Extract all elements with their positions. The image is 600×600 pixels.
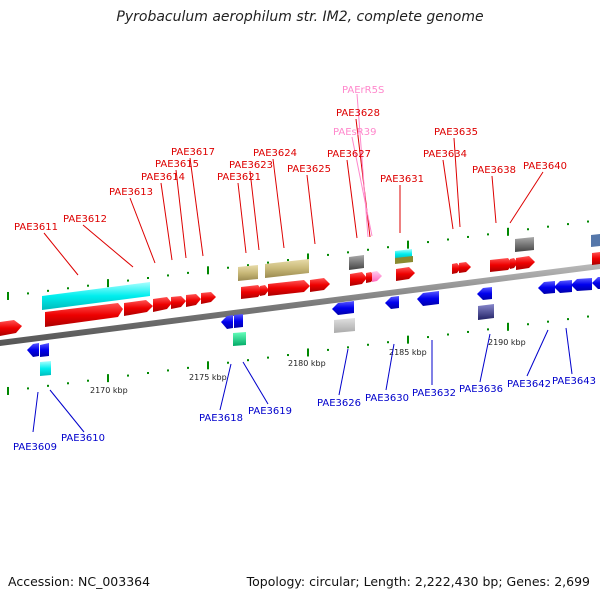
gene-label-forward[interactable]: PAE3615 bbox=[155, 159, 199, 170]
gene-arrow-forward[interactable] bbox=[516, 256, 535, 270]
scale-label: 2190 kbp bbox=[488, 338, 526, 347]
gene-label-forward[interactable]: PAE3628 bbox=[336, 108, 380, 119]
gene-olive-feature[interactable] bbox=[395, 256, 413, 264]
scale-label: 2180 kbp bbox=[288, 359, 326, 368]
gene-arrow-reverse[interactable] bbox=[477, 287, 492, 300]
gene-label-reverse[interactable]: PAE3630 bbox=[365, 393, 409, 404]
gene-arrow-forward[interactable] bbox=[490, 258, 513, 272]
gene-label-reverse[interactable]: PAE3643 bbox=[552, 376, 596, 387]
gene-label-forward[interactable]: PAE3638 bbox=[472, 165, 516, 176]
gene-label-reverse[interactable]: PAE3626 bbox=[317, 398, 361, 409]
gene-arrow-forward[interactable] bbox=[452, 263, 461, 274]
genome-summary-text: Topology: circular; Length: 2,222,430 bp… bbox=[246, 574, 590, 589]
gene-arrow-forward[interactable] bbox=[241, 285, 263, 299]
gene-arrow-reverse[interactable] bbox=[571, 278, 592, 291]
gene-label-forward[interactable]: PAE3623 bbox=[229, 160, 273, 171]
gene-cyan-feature[interactable] bbox=[395, 249, 412, 259]
gene-arrow-reverse[interactable] bbox=[554, 280, 572, 293]
gene-arrow-reverse[interactable] bbox=[385, 296, 399, 309]
gene-label-reverse[interactable]: PAE3610 bbox=[61, 433, 105, 444]
gene-arrow-reverse[interactable] bbox=[221, 315, 233, 329]
rna-labels: PAErR5S PAEsR39 bbox=[333, 85, 384, 138]
forward-leader-lines bbox=[43, 118, 544, 276]
gene-olive-feature[interactable] bbox=[238, 265, 258, 281]
gene-gray-feature[interactable] bbox=[349, 255, 364, 270]
forward-genes bbox=[0, 234, 600, 336]
gene-arrow-forward[interactable] bbox=[310, 278, 330, 292]
gene-label-reverse[interactable]: PAE3632 bbox=[412, 388, 456, 399]
reverse-leader-lines bbox=[32, 327, 573, 433]
gene-arrow-reverse[interactable] bbox=[538, 281, 555, 294]
gene-arrow-forward[interactable] bbox=[592, 252, 600, 265]
gene-slate-feature[interactable] bbox=[591, 234, 600, 247]
gene-arrow-forward[interactable] bbox=[396, 267, 415, 281]
rna-feature[interactable] bbox=[372, 271, 382, 282]
gene-label-forward[interactable]: PAE3621 bbox=[217, 172, 261, 183]
gene-cyan-feature[interactable] bbox=[40, 361, 51, 376]
gene-slate-feature[interactable] bbox=[478, 304, 494, 320]
gene-arrow-forward[interactable] bbox=[268, 280, 310, 296]
genome-backbone bbox=[0, 263, 600, 346]
gene-arrow-forward[interactable] bbox=[260, 285, 269, 296]
gene-olive-feature[interactable] bbox=[265, 259, 309, 278]
gene-arrow-forward[interactable] bbox=[171, 296, 186, 309]
gene-label-forward[interactable]: PAE3627 bbox=[327, 149, 371, 160]
gene-label-forward[interactable]: PAE3611 bbox=[14, 222, 58, 233]
gene-label-reverse[interactable]: PAE3636 bbox=[459, 384, 503, 395]
gene-arrow-forward[interactable] bbox=[0, 320, 22, 336]
accession-text: Accession: NC_003364 bbox=[8, 574, 151, 589]
gene-arrow-forward[interactable] bbox=[45, 303, 123, 327]
gene-label-forward[interactable]: PAE3624 bbox=[253, 148, 297, 159]
gene-arrow-forward[interactable] bbox=[350, 272, 367, 286]
gene-cyan-feature[interactable] bbox=[42, 282, 150, 310]
map-title: Pyrobaculum aerophilum str. IM2, complet… bbox=[116, 9, 484, 25]
gene-arrow-forward[interactable] bbox=[459, 262, 471, 273]
gene-label-forward[interactable]: PAE3625 bbox=[287, 164, 331, 175]
gene-light-feature[interactable] bbox=[334, 318, 355, 333]
gene-label-reverse[interactable]: PAE3618 bbox=[199, 413, 243, 424]
scale-label: 2170 kbp bbox=[90, 386, 128, 395]
scale-label: 2185 kbp bbox=[389, 348, 427, 357]
rna-leader-lines bbox=[351, 93, 373, 238]
gene-arrow-forward[interactable] bbox=[124, 300, 153, 316]
gene-label-forward[interactable]: PAE3617 bbox=[171, 147, 215, 158]
gene-arrow-reverse[interactable] bbox=[592, 277, 600, 289]
gene-label-forward[interactable]: PAE3631 bbox=[380, 174, 424, 185]
scale-labels: 2170 kbp 2175 kbp 2180 kbp 2185 kbp 2190… bbox=[90, 338, 526, 395]
gene-label-forward[interactable]: PAE3612 bbox=[63, 214, 107, 225]
gene-arrow-reverse[interactable] bbox=[332, 301, 354, 315]
rna-label[interactable]: PAErR5S bbox=[342, 85, 384, 96]
scale-label: 2175 kbp bbox=[189, 373, 227, 382]
gene-arrow-forward[interactable] bbox=[186, 294, 201, 307]
gene-label-forward[interactable]: PAE3640 bbox=[523, 161, 567, 172]
reverse-genes bbox=[27, 277, 600, 376]
gene-label-forward[interactable]: PAE3614 bbox=[141, 172, 185, 183]
gene-arrow-forward[interactable] bbox=[201, 292, 216, 304]
gene-arrow-reverse[interactable] bbox=[234, 314, 243, 328]
gene-label-forward[interactable]: PAE3613 bbox=[109, 187, 153, 198]
gene-gray-feature[interactable] bbox=[515, 237, 534, 252]
gene-label-forward[interactable]: PAE3635 bbox=[434, 127, 478, 138]
gene-label-forward[interactable]: PAE3634 bbox=[423, 149, 467, 160]
gene-arrow-reverse[interactable] bbox=[417, 291, 439, 306]
rna-label[interactable]: PAEsR39 bbox=[333, 127, 376, 138]
gene-label-reverse[interactable]: PAE3609 bbox=[13, 442, 57, 453]
gene-teal-feature[interactable] bbox=[233, 332, 246, 346]
gene-label-reverse[interactable]: PAE3619 bbox=[248, 406, 292, 417]
gene-arrow-forward[interactable] bbox=[153, 297, 172, 312]
reverse-gene-labels: PAE3609 PAE3610 PAE3618 PAE3619 PAE3626 … bbox=[13, 376, 596, 453]
forward-gene-labels: PAE3611 PAE3612 PAE3613 PAE3614 PAE3615 … bbox=[14, 108, 567, 233]
gene-arrow-reverse[interactable] bbox=[27, 343, 39, 357]
gene-arrow-reverse[interactable] bbox=[40, 343, 49, 357]
gene-label-reverse[interactable]: PAE3642 bbox=[507, 379, 551, 390]
